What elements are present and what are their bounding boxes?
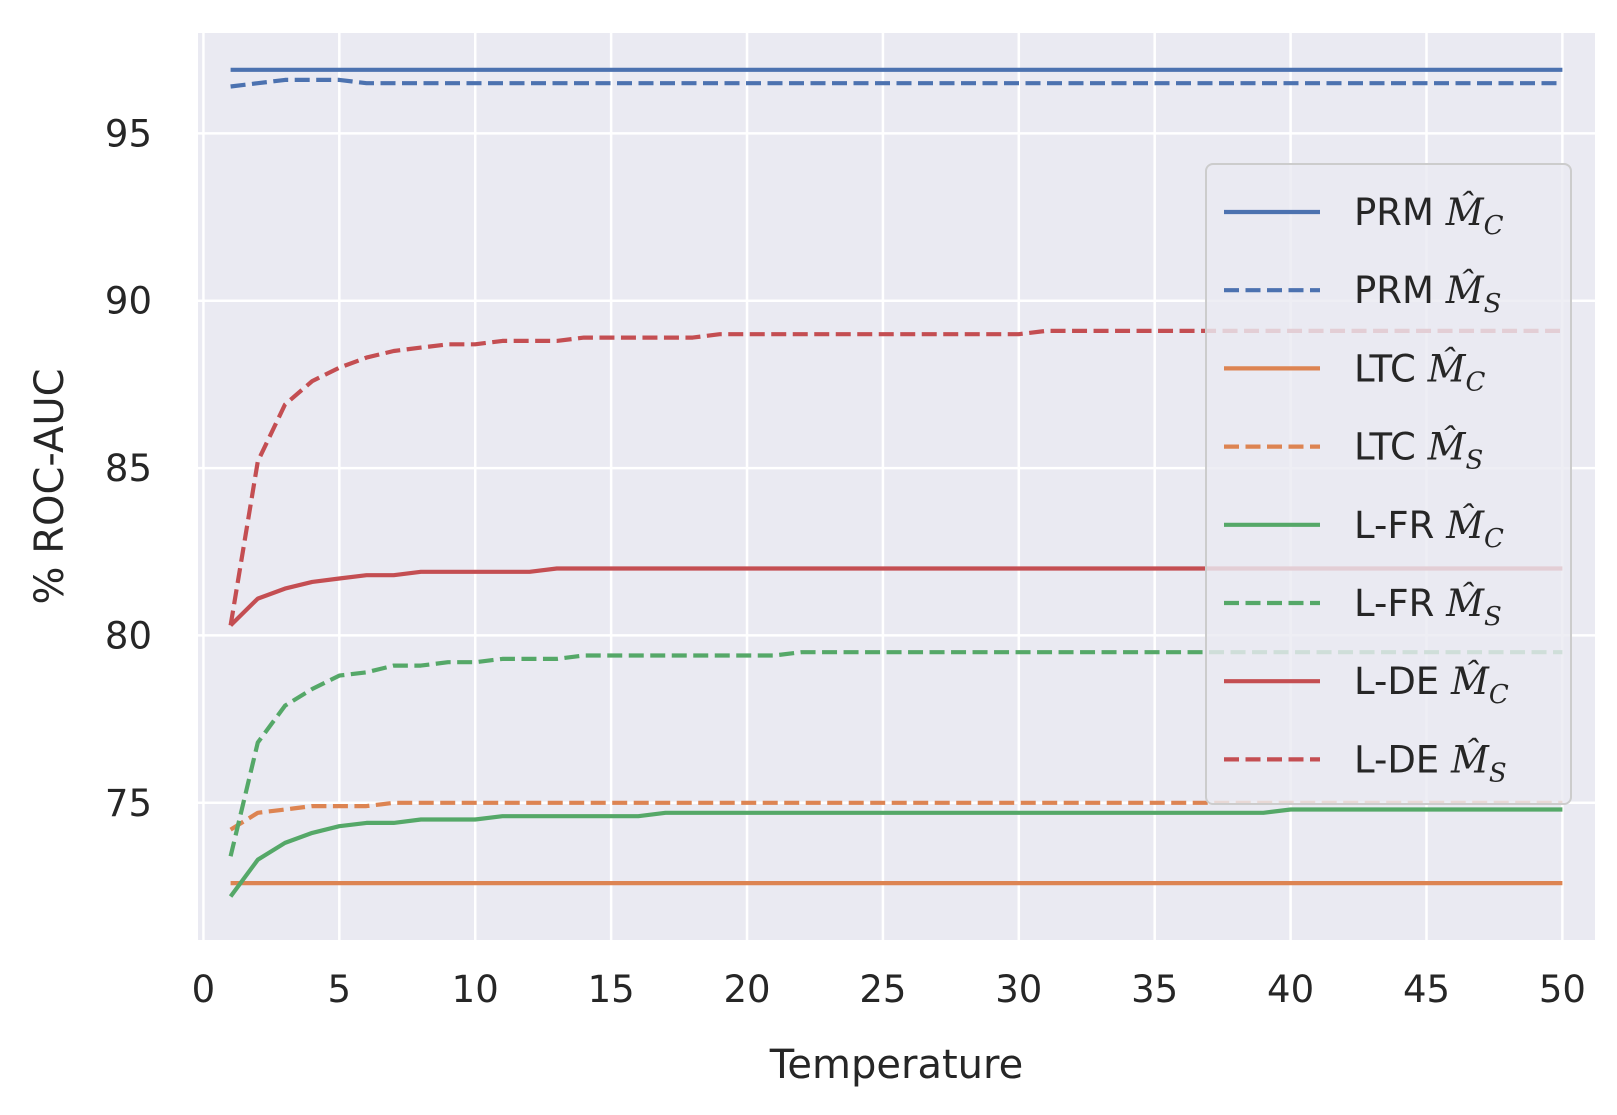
- legend-label: PRM M̂S: [1354, 268, 1501, 319]
- legend-label: L-FR M̂C: [1354, 503, 1504, 554]
- x-tick-label: 20: [723, 968, 770, 1011]
- x-tick-label: 40: [1267, 968, 1314, 1011]
- legend-label: LTC M̂C: [1354, 347, 1485, 398]
- legend-label: LTC M̂S: [1354, 425, 1483, 476]
- legend-label: L-FR M̂S: [1354, 581, 1502, 632]
- x-tick-label: 5: [328, 968, 352, 1011]
- x-tick-label: 30: [995, 968, 1042, 1011]
- x-tick-label: 10: [452, 968, 499, 1011]
- y-tick-label: 75: [105, 782, 152, 825]
- x-tick-label: 0: [192, 968, 216, 1011]
- x-tick-label: 50: [1539, 968, 1586, 1011]
- series-line-7: [228, 328, 1563, 626]
- y-tick-labels: 75 80 85 90 95: [105, 112, 152, 824]
- x-tick-label: 15: [588, 968, 635, 1011]
- series-line-6: [229, 566, 1563, 627]
- x-axis-label: Temperature: [769, 1042, 1023, 1088]
- y-tick-label: 90: [105, 280, 152, 323]
- legend-label: L-DE M̂S: [1354, 738, 1507, 789]
- series-line-4: [228, 807, 1563, 898]
- series-lines: [228, 67, 1563, 898]
- x-tick-label: 45: [1403, 968, 1450, 1011]
- legend-label: PRM M̂C: [1354, 190, 1504, 241]
- y-tick-label: 85: [105, 447, 152, 490]
- y-tick-label: 80: [105, 614, 152, 657]
- x-tick-labels: 0 5 10 15 20 25 30 35 40 45 50: [192, 968, 1586, 1011]
- series-line-1: [230, 77, 1563, 89]
- y-tick-label: 95: [105, 112, 152, 155]
- series-line-5: [228, 650, 1563, 857]
- legend-label: L-DE M̂C: [1354, 659, 1509, 710]
- x-tick-label: 25: [859, 968, 906, 1011]
- legend: PRM M̂C PRM M̂S LTC M̂C LTC M̂S L-FR M̂C L-FR…: [1205, 163, 1572, 805]
- x-tick-label: 35: [1131, 968, 1178, 1011]
- legend-box: [1205, 163, 1572, 805]
- y-axis-label: % ROC-AUC: [27, 368, 73, 604]
